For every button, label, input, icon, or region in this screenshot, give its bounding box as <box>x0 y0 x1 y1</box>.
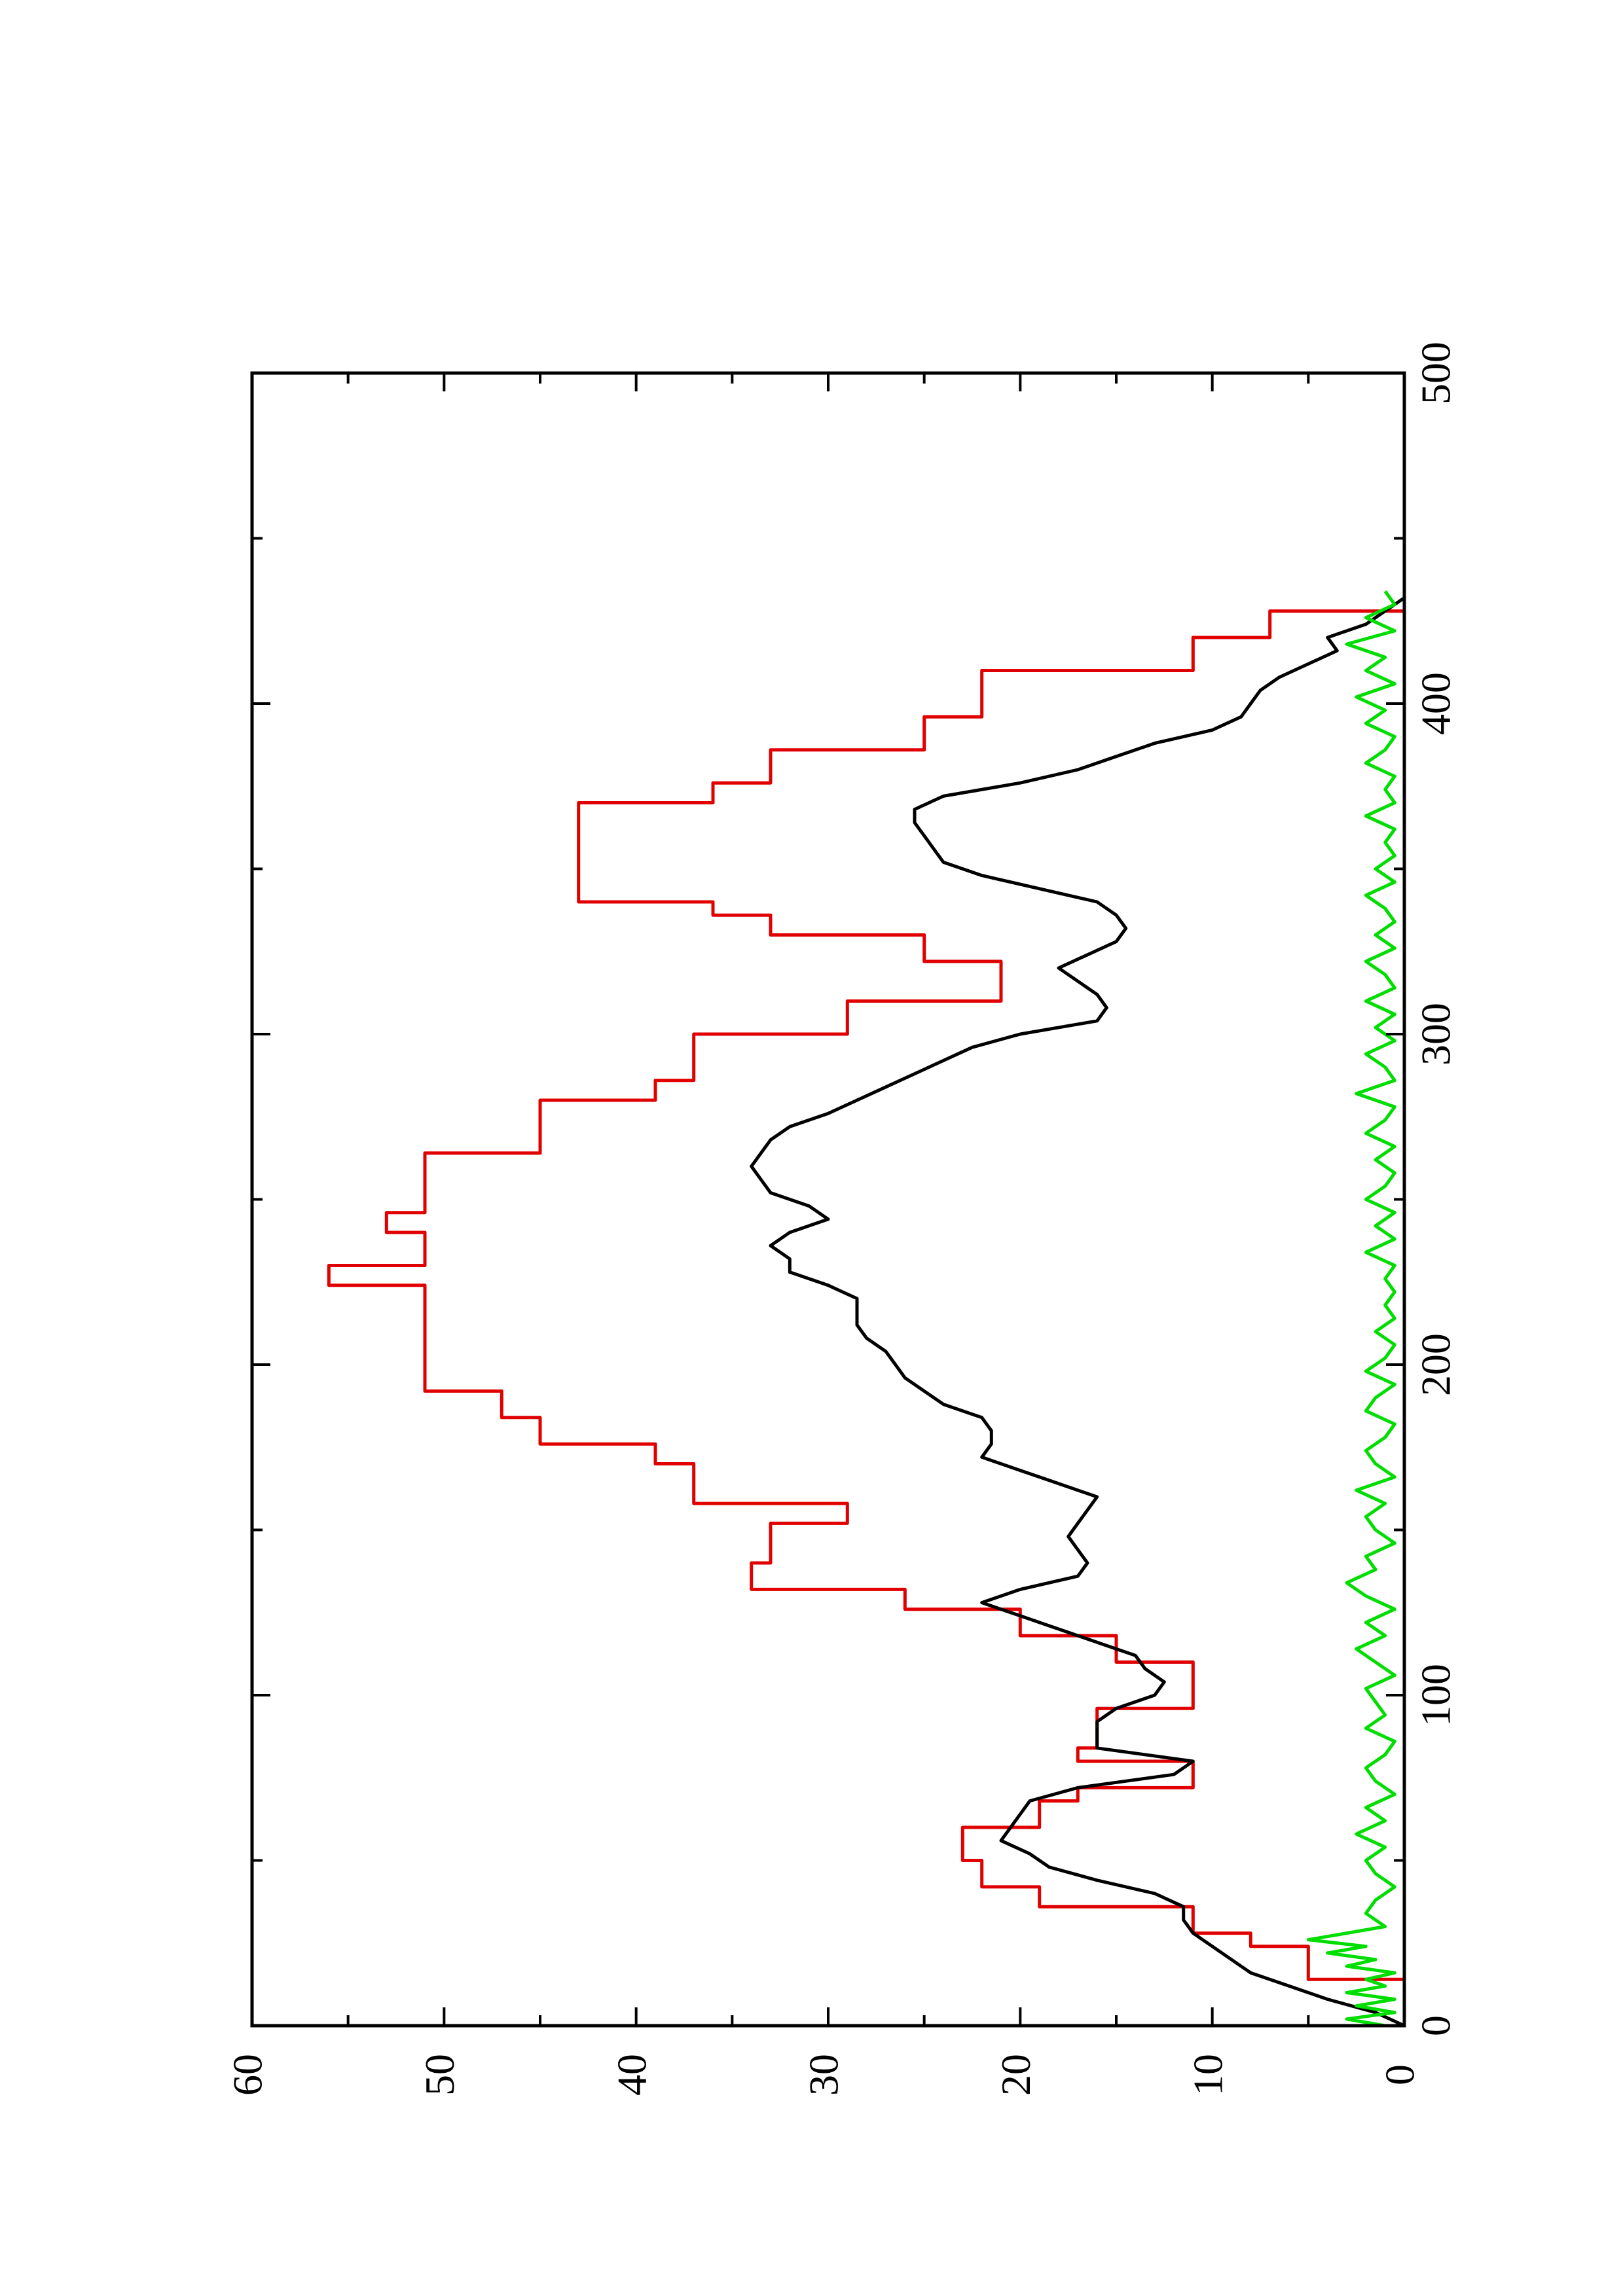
x-tick-label: 200 <box>1413 1333 1459 1396</box>
plot-area: 0 100 200 300 400 500 0 10 20 30 40 50 60 <box>225 342 1459 2096</box>
x-tick-label: 100 <box>1413 1664 1459 1727</box>
x-tick-label: 500 <box>1413 342 1459 404</box>
y-tick-label: 60 <box>225 2054 271 2096</box>
x-tick-label: 0 <box>1413 2015 1459 2036</box>
y-tick-label: 50 <box>416 2054 463 2096</box>
y-tick-label: 20 <box>993 2054 1039 2096</box>
x-tick-label: 300 <box>1413 1003 1459 1066</box>
x-tick-label: 400 <box>1413 672 1459 735</box>
series-line-2 <box>750 596 1406 2028</box>
y-tick-label: 40 <box>608 2054 655 2096</box>
series-line-1 <box>327 604 1406 2026</box>
y-tick-label: 10 <box>1184 2054 1231 2096</box>
y-tick-label: 30 <box>801 2054 847 2096</box>
y-tick-label: 0 <box>1377 2064 1423 2085</box>
series-line-3 <box>1306 590 1396 2028</box>
